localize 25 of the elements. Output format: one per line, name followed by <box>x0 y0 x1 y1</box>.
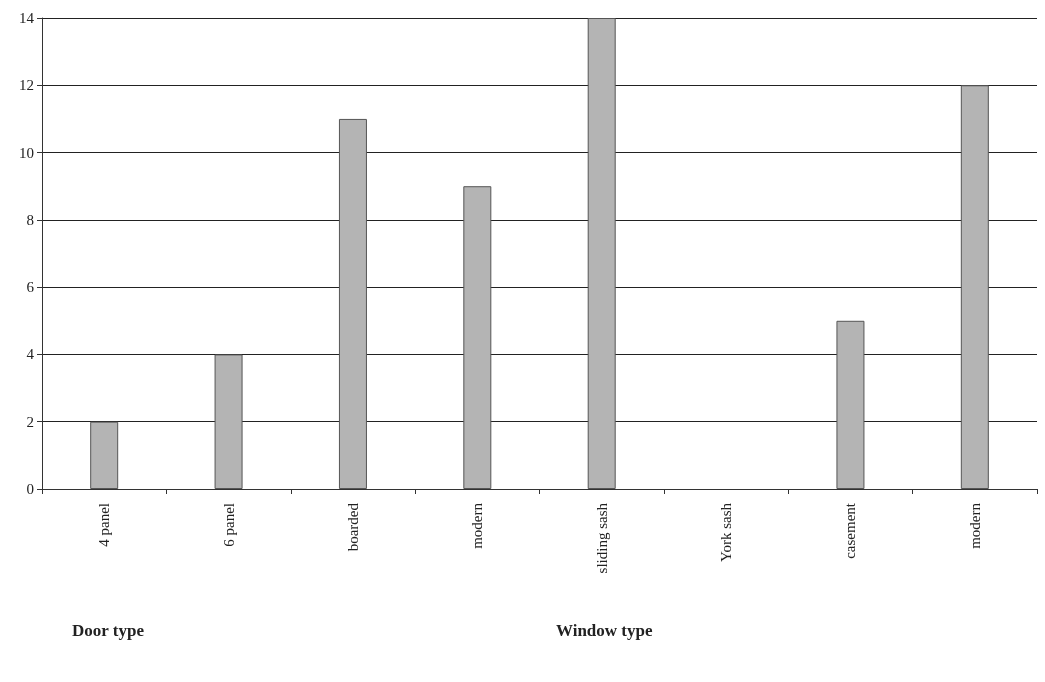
y-tick-label: 12 <box>19 77 34 94</box>
x-tick-label: casement <box>842 502 859 559</box>
x-tick-label: modern <box>469 502 486 549</box>
bar <box>587 18 616 489</box>
bar <box>836 320 865 489</box>
text: Door type <box>72 621 145 640</box>
bar <box>90 421 119 489</box>
bar <box>338 118 367 489</box>
x-tick-label: York sash <box>718 502 735 562</box>
y-tick-label: 14 <box>19 10 35 26</box>
y-tick-label: 8 <box>26 211 34 228</box>
x-tick-label: boarded <box>344 502 361 552</box>
bar <box>463 186 492 489</box>
text: Window type <box>556 621 653 640</box>
bar <box>960 85 989 489</box>
x-tick-label: 4 panel <box>96 503 113 547</box>
y-tick-label: 0 <box>26 481 34 497</box>
y-tick-label: 10 <box>19 144 34 161</box>
bar <box>214 354 243 489</box>
y-tick-label: 4 <box>26 346 35 363</box>
y-tick-label: 6 <box>26 279 35 296</box>
y-tick-label: 2 <box>26 413 34 430</box>
x-tick-label: 6 panel <box>220 503 237 547</box>
x-tick-label: modern <box>966 502 983 549</box>
x-tick-label: sliding sash <box>593 502 610 574</box>
